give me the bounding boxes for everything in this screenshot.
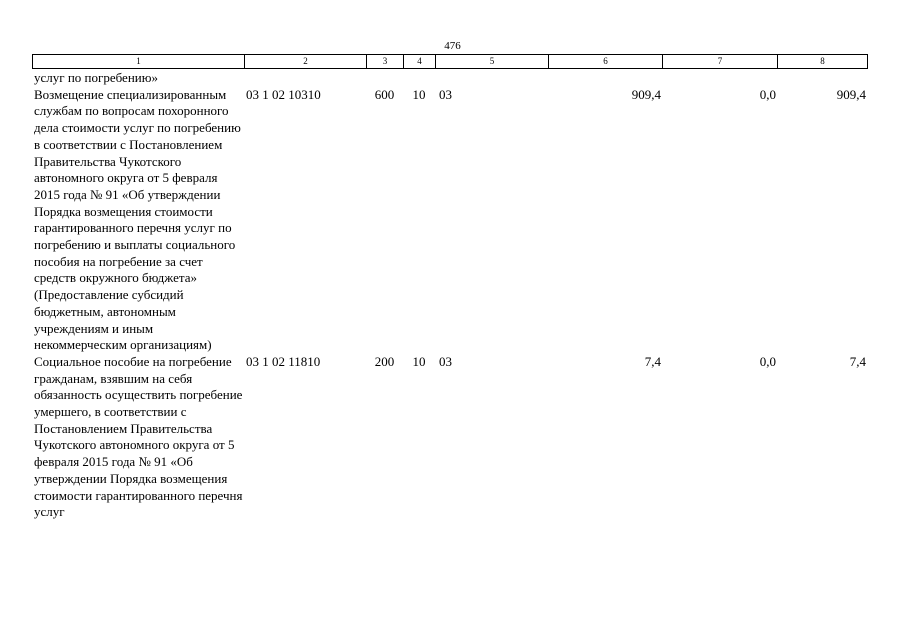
column-header-7: 7 (662, 54, 778, 69)
column-header-6: 6 (548, 54, 663, 69)
table-row: Социальное пособие на погребение граждан… (32, 354, 867, 521)
row-amount: 7,4 (644, 353, 661, 369)
row-target-code: 03 1 02 10310 (246, 86, 321, 102)
row-target-code (244, 70, 366, 87)
row-subsection (435, 70, 548, 87)
column-header-2: 2 (244, 54, 367, 69)
row-description: Возмещение специализированным службам по… (34, 86, 241, 353)
row-section: 10 (412, 86, 426, 102)
column-number-row: 1 2 3 4 5 6 7 8 (32, 54, 868, 69)
column-header-4: 4 (403, 54, 436, 69)
row-description: услуг по погребению» (34, 70, 158, 85)
column-header-8: 8 (777, 54, 868, 69)
row-subsection: 03 (439, 86, 452, 102)
row-change: 0,0 (759, 86, 776, 102)
row-expense-type (366, 70, 403, 87)
table-row: услуг по погребению» (32, 70, 867, 87)
column-header-1: 1 (32, 54, 245, 69)
column-header-table: 1 2 3 4 5 6 7 8 (32, 54, 868, 69)
row-subsection: 03 (439, 353, 452, 369)
page-number: 476 (444, 40, 461, 52)
row-target-code: 03 1 02 11810 (246, 353, 321, 369)
row-total (777, 70, 867, 87)
row-section: 10 (412, 353, 426, 369)
row-expense-type: 200 (374, 353, 395, 369)
row-section (403, 70, 435, 87)
row-total: 909,4 (836, 86, 866, 102)
row-description: Социальное пособие на погребение граждан… (34, 353, 243, 520)
budget-table: услуг по погребению» Возмещение специали… (32, 70, 867, 521)
column-header-3: 3 (366, 54, 404, 69)
row-amount: 909,4 (631, 86, 661, 102)
row-expense-type: 600 (374, 86, 395, 102)
row-change (662, 70, 777, 87)
row-total: 7,4 (849, 353, 866, 369)
row-amount (548, 70, 662, 87)
table-row: Возмещение специализированным службам по… (32, 87, 867, 354)
column-header-5: 5 (435, 54, 549, 69)
row-change: 0,0 (759, 353, 776, 369)
